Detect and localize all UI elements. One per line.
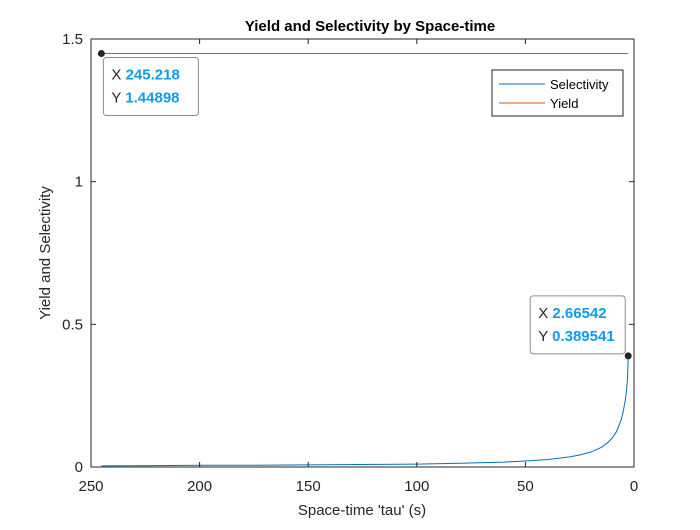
datatip-y-value: 0.389541 [552,328,615,345]
series-line-selectivity[interactable] [101,355,629,467]
x-axis-label: Space-time 'tau' (s) [298,502,426,519]
x-tick-label: 0 [630,478,638,495]
y-tick-label: 0 [75,459,83,476]
datatip-y-value: 1.44898 [125,90,179,107]
datatip-box [102,57,199,117]
y-tick-label: 1 [75,174,83,191]
series-layer [101,53,629,467]
datatip-x-value: 245.218 [126,67,180,84]
y-tick-label: 1.5 [62,31,83,48]
y-tick-label: 0.5 [62,316,83,333]
datatip-x-row: X 2.66542 [538,305,606,322]
x-tick-label: 100 [404,478,429,495]
legend-label-selectivity: Selectivity [550,77,609,92]
datatip-marker[interactable] [97,50,105,58]
datatip-box [529,295,626,355]
legend-box [491,69,624,117]
datatip-x-key: X [111,67,125,84]
ticks-layer: 250 200 150 100 50 0 0 0.5 1 1.5 [62,31,638,495]
x-tick-label: 50 [517,478,534,495]
datatip-y-key: Y [111,90,125,107]
chart-title: Yield and Selectivity by Space-time [245,18,495,35]
x-tick-label: 250 [78,478,103,495]
datatip-x-key: X [538,305,552,322]
x-tick-label: 200 [187,478,212,495]
legend[interactable]: Selectivity Yield [491,69,624,117]
y-axis-label: Yield and Selectivity [37,186,54,320]
datatip-y-row: Y 0.389541 [538,328,614,345]
x-tick-label: 150 [296,478,321,495]
datatip-y-key: Y [538,328,552,345]
legend-label-yield: Yield [550,96,578,111]
datatip-x-value: 2.66542 [552,305,606,322]
datatip-x-row: X 245.218 [111,67,179,84]
datatip-y-row: Y 1.44898 [111,90,179,107]
datatip-marker[interactable] [624,352,632,360]
